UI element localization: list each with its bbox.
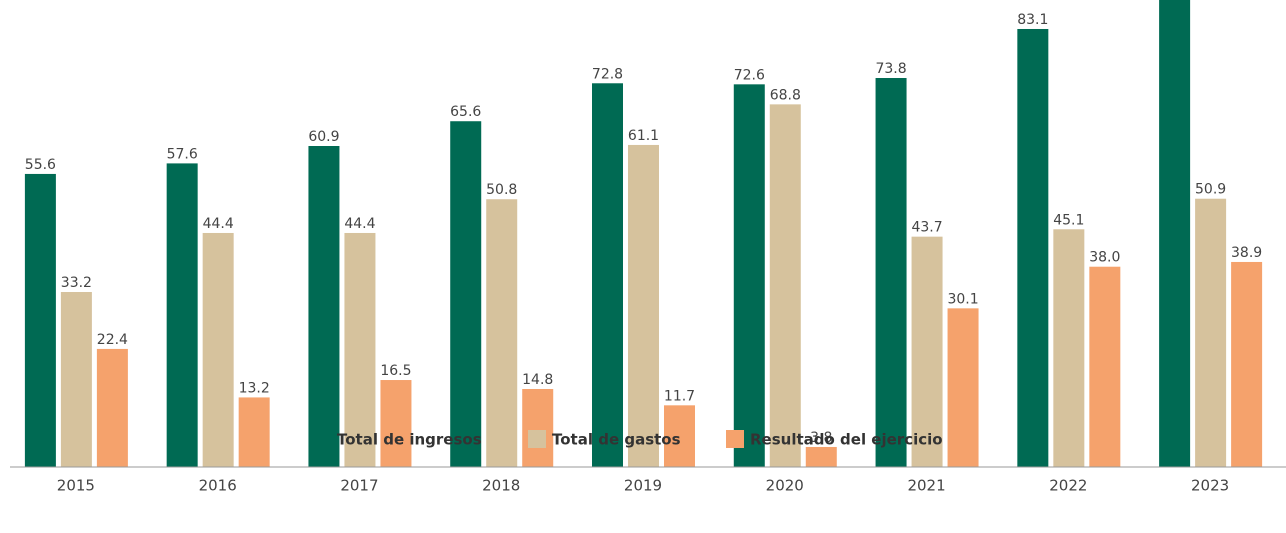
legend-label: Total de gastos [552,431,681,449]
bar [947,308,979,467]
bar [628,144,659,467]
value-label: 72.6 [734,67,765,83]
x-tick-label: 2023 [1191,477,1229,495]
value-label: 11.7 [664,388,695,404]
bar [308,146,340,467]
bar [1017,28,1049,468]
x-tick-label: 2016 [199,477,237,495]
value-label: 61.1 [628,128,659,144]
bar [60,292,92,467]
legend-label: Total de ingresos [337,431,482,449]
x-tick-label: 2022 [1049,477,1087,495]
value-label: 73.8 [875,61,906,77]
value-label: 57.6 [167,146,198,162]
bar [911,236,943,467]
value-label: 22.4 [97,332,128,348]
legend-label: Resultado del ejercicio [750,431,943,449]
value-label: 68.8 [770,87,801,103]
bar [96,348,128,467]
value-label: 55.6 [25,157,56,173]
bar [24,173,56,467]
value-label: 16.5 [380,363,411,379]
bar [238,397,270,467]
legend-swatch [726,430,744,448]
value-label: 44.4 [344,216,375,232]
bar [522,388,554,467]
bar [769,104,801,467]
value-label: 60.9 [308,129,339,145]
value-label: 65.6 [450,104,481,120]
bar [805,446,837,467]
bar [1231,261,1263,467]
legend-swatch [313,430,331,448]
bar [450,121,482,467]
bar [344,232,376,467]
bar [1195,198,1227,467]
x-tick-label: 2018 [482,477,520,495]
bar [380,380,412,467]
value-label: 72.8 [592,66,623,82]
value-label: 14.8 [522,372,553,388]
x-tick-label: 2021 [907,477,945,495]
bar [486,199,518,468]
value-label: 3.8 [810,430,832,446]
bar [1089,266,1121,467]
bar [733,84,765,468]
bar [592,83,623,467]
value-label: 45.1 [1053,212,1084,228]
legend-swatch [528,430,546,448]
value-label: 83.1 [1017,12,1048,28]
x-tick-label: 2020 [766,477,804,495]
value-label: 50.9 [1195,182,1226,198]
value-label: 30.1 [947,291,978,307]
value-label: 33.2 [61,275,92,291]
bar [166,163,198,468]
bar [664,405,695,467]
bar [1159,0,1191,467]
x-tick-label: 2019 [624,477,662,495]
value-label: 43.7 [911,220,942,236]
value-label: 44.4 [203,216,234,232]
value-label: 13.2 [239,380,270,396]
bar [202,232,234,467]
bar [1053,229,1085,467]
bar [875,78,907,467]
x-tick-label: 2017 [340,477,378,495]
value-label: 38.9 [1231,245,1262,261]
value-label: 50.8 [486,182,517,198]
value-label: 38.0 [1089,250,1120,266]
x-tick-label: 2015 [57,477,95,495]
